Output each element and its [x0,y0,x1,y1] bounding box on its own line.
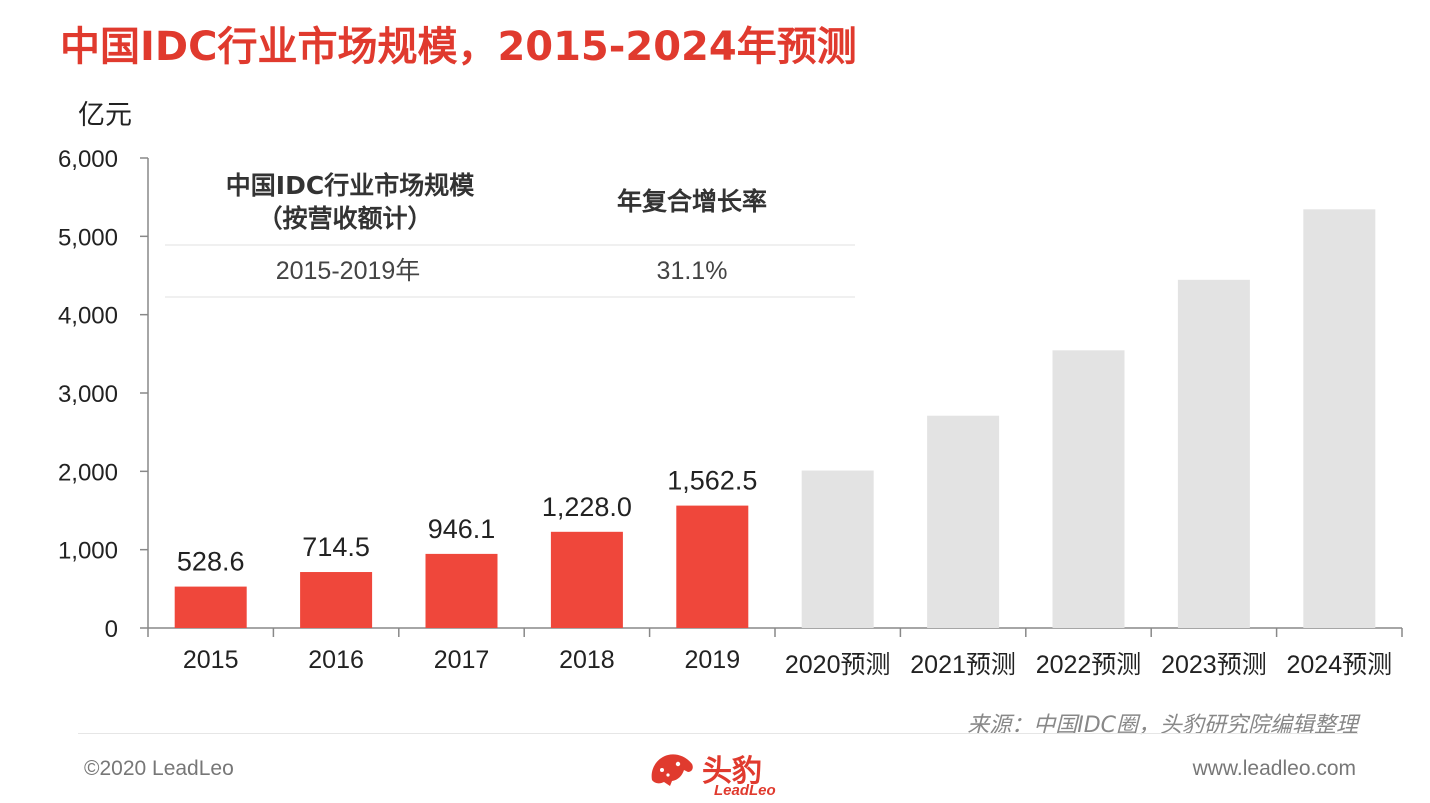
actual-bar [425,553,498,628]
inset-table: 中国IDC行业市场规模 （按营收额计） 年复合增长率 2015-2019年 31.1% [165,171,855,298]
y-tick-label: 3,000 [58,381,118,408]
x-tick-label: 2024预测 [1286,651,1392,679]
table-header-line1: 中国IDC行业市场规模 [226,171,475,200]
website-url: www.leadleo.com [1192,757,1356,780]
data-label: 946.1 [428,514,496,544]
x-tick-label: 2021预测 [910,651,1016,679]
y-tick-label: 2,000 [58,459,118,486]
actual-bar [174,586,247,628]
forecast-bar [1177,279,1250,628]
leopard-head-icon [651,754,693,786]
data-label: 1,228.0 [542,492,632,522]
actual-bar [676,505,749,628]
x-tick-label: 2022预测 [1036,651,1142,679]
x-tick-label: 2019 [684,646,740,674]
page-title: 中国IDC行业市场规模，2015-2024年预测 [60,24,857,70]
copyright-text: ©2020 LeadLeo [84,757,234,780]
x-tick-label: 2023预测 [1161,651,1267,679]
table-header-line2: （按营收额计） [257,204,432,233]
chart-labels: 528.6 2015 714.5 2016 946.1 2017 1,228.0 2018 1,… [177,466,1392,679]
y-tick-label: 5,000 [58,224,118,251]
data-label: 1,562.5 [667,466,757,496]
data-label: 528.6 [177,547,245,577]
actual-bar [550,531,623,628]
actual-bar [300,572,373,628]
x-tick-label: 2015 [183,646,239,674]
leadleo-logo: 头豹 LeadLeo [648,744,788,802]
x-tick-label: 2016 [308,646,364,674]
logo-text-cn: 头豹 [702,754,762,789]
x-tick-label: 2017 [434,646,490,674]
forecast-bar [1052,350,1125,628]
chart-bars [174,209,1376,628]
x-tick-label: 2018 [559,646,615,674]
forecast-bar [1303,209,1376,628]
forecast-bar [927,415,1000,628]
y-axis-label: 亿元 [78,100,132,130]
y-tick-label: 6,000 [58,146,118,173]
y-tick-label: 0 [105,616,118,643]
table-cell-period: 2015-2019年 [276,257,421,285]
y-tick-label: 4,000 [58,303,118,330]
data-label: 714.5 [302,532,370,562]
logo-text-en: LeadLeo [714,782,776,799]
source-note: 来源：中国IDC圈，头豹研究院编辑整理 [967,713,1358,738]
table-cell-cagr: 31.1% [657,257,728,285]
forecast-bar [801,470,874,628]
x-tick-label: 2020预测 [785,651,891,679]
y-tick-label: 1,000 [58,538,118,565]
footer-divider [78,733,1358,734]
table-header-col2: 年复合增长率 [617,187,767,216]
